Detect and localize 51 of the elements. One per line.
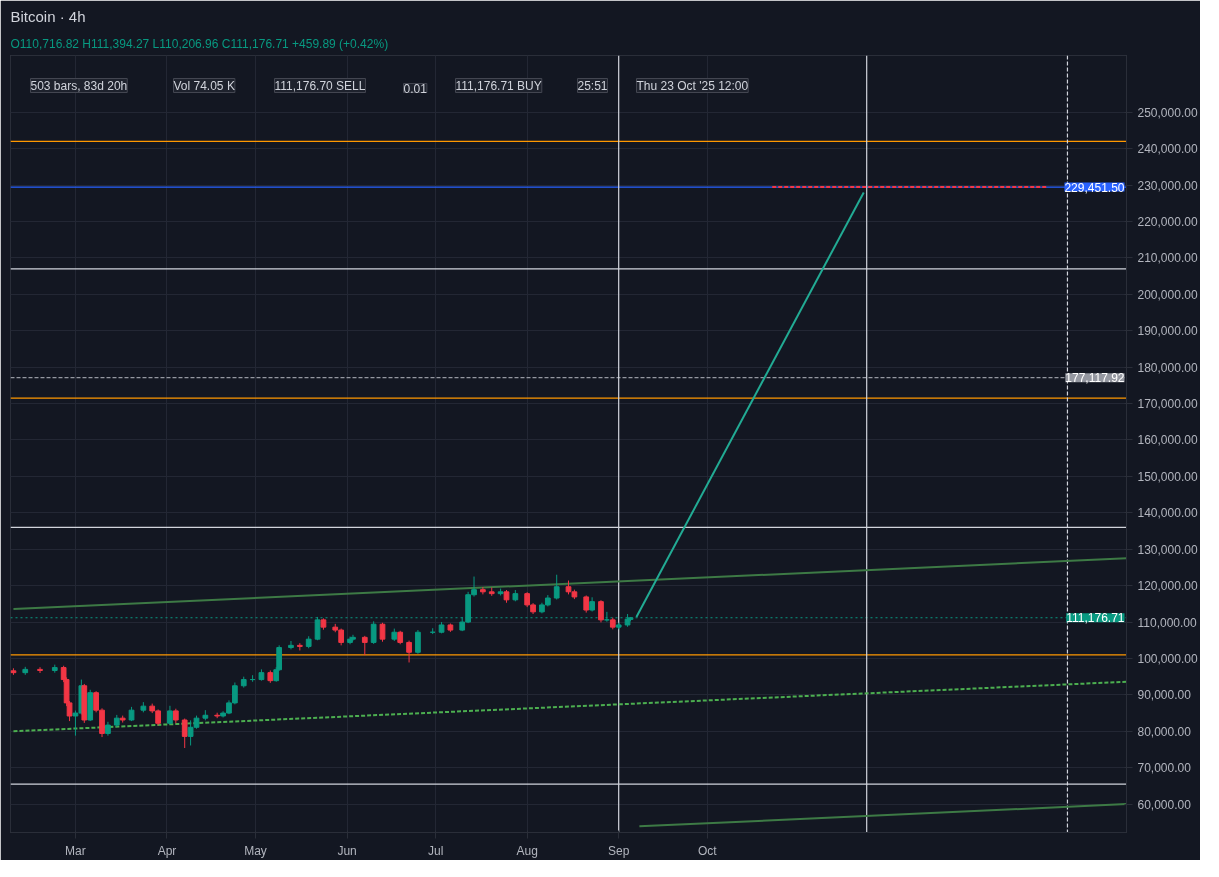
- annotation: Vol 74.05 K: [173, 78, 235, 93]
- x-tick-label: Jul: [427, 843, 444, 858]
- annotation: Thu 23 Oct '25 12:00: [636, 78, 749, 93]
- y-tick-label: 170,000.00: [1137, 397, 1198, 412]
- y-tick-label: 190,000.00: [1137, 324, 1198, 339]
- y-tick-label: 130,000.00: [1137, 542, 1198, 557]
- y-tick-label: 220,000.00: [1137, 215, 1198, 230]
- y-tick-label: 110,000.00: [1137, 615, 1197, 630]
- candlestick: [370, 620, 377, 645]
- ref-line-label: 229,451.50: [1064, 180, 1125, 195]
- annotation: 111,176.71 BUY: [455, 78, 542, 93]
- candlestick: [37, 666, 43, 674]
- annotation: 0.01: [403, 81, 428, 96]
- candlestick: [406, 640, 412, 663]
- candlestick: [553, 574, 560, 600]
- ref-line-label: 177,117.92: [1065, 371, 1125, 386]
- y-tick-label: 70,000.00: [1137, 761, 1192, 776]
- y-tick-label: 240,000.00: [1137, 142, 1198, 157]
- chart-subtitle: O110,716.82 H111,394.27 L110,206.96 C111,176.71 +459.89 (+0.42%): [10, 36, 389, 51]
- annotation: 503 bars, 83d 20h: [30, 78, 128, 93]
- y-tick-label: 100,000.00: [1137, 651, 1198, 666]
- x-tick-label: Mar: [65, 843, 86, 858]
- annotation: 111,176.70 SELL: [274, 78, 366, 93]
- y-tick-label: 90,000.00: [1137, 688, 1192, 703]
- candlestick: [288, 640, 294, 650]
- y-tick-label: 150,000.00: [1137, 469, 1198, 484]
- candlestick: [415, 629, 421, 655]
- candlestick: [361, 635, 368, 656]
- x-tick-label: May: [244, 843, 267, 858]
- annotation: 25:51: [577, 78, 608, 93]
- candlestick: [598, 599, 604, 623]
- candlestick: [480, 586, 486, 595]
- y-tick-label: 200,000.00: [1137, 287, 1198, 302]
- x-tick-label: Jun: [337, 843, 357, 858]
- x-tick-label: Apr: [157, 843, 177, 858]
- y-tick-label: 180,000.00: [1137, 360, 1198, 375]
- candlestick: [379, 622, 386, 643]
- y-tick-label: 230,000.00: [1137, 178, 1198, 193]
- y-tick-label: 210,000.00: [1137, 251, 1198, 266]
- y-tick-label: 250,000.00: [1137, 105, 1198, 120]
- ref-line-label: 111,176.71: [1066, 611, 1125, 626]
- y-tick-label: 120,000.00: [1137, 579, 1198, 594]
- chart-title: Bitcoin · 4h: [10, 7, 86, 25]
- x-tick-label: Sep: [608, 843, 630, 858]
- y-tick-label: 160,000.00: [1137, 433, 1198, 448]
- candlestick: [181, 718, 188, 749]
- x-tick-label: Oct: [697, 843, 718, 858]
- y-tick-label: 60,000.00: [1137, 797, 1192, 812]
- x-tick-label: Aug: [516, 843, 538, 858]
- y-tick-label: 140,000.00: [1137, 506, 1198, 521]
- y-tick-label: 80,000.00: [1137, 724, 1192, 739]
